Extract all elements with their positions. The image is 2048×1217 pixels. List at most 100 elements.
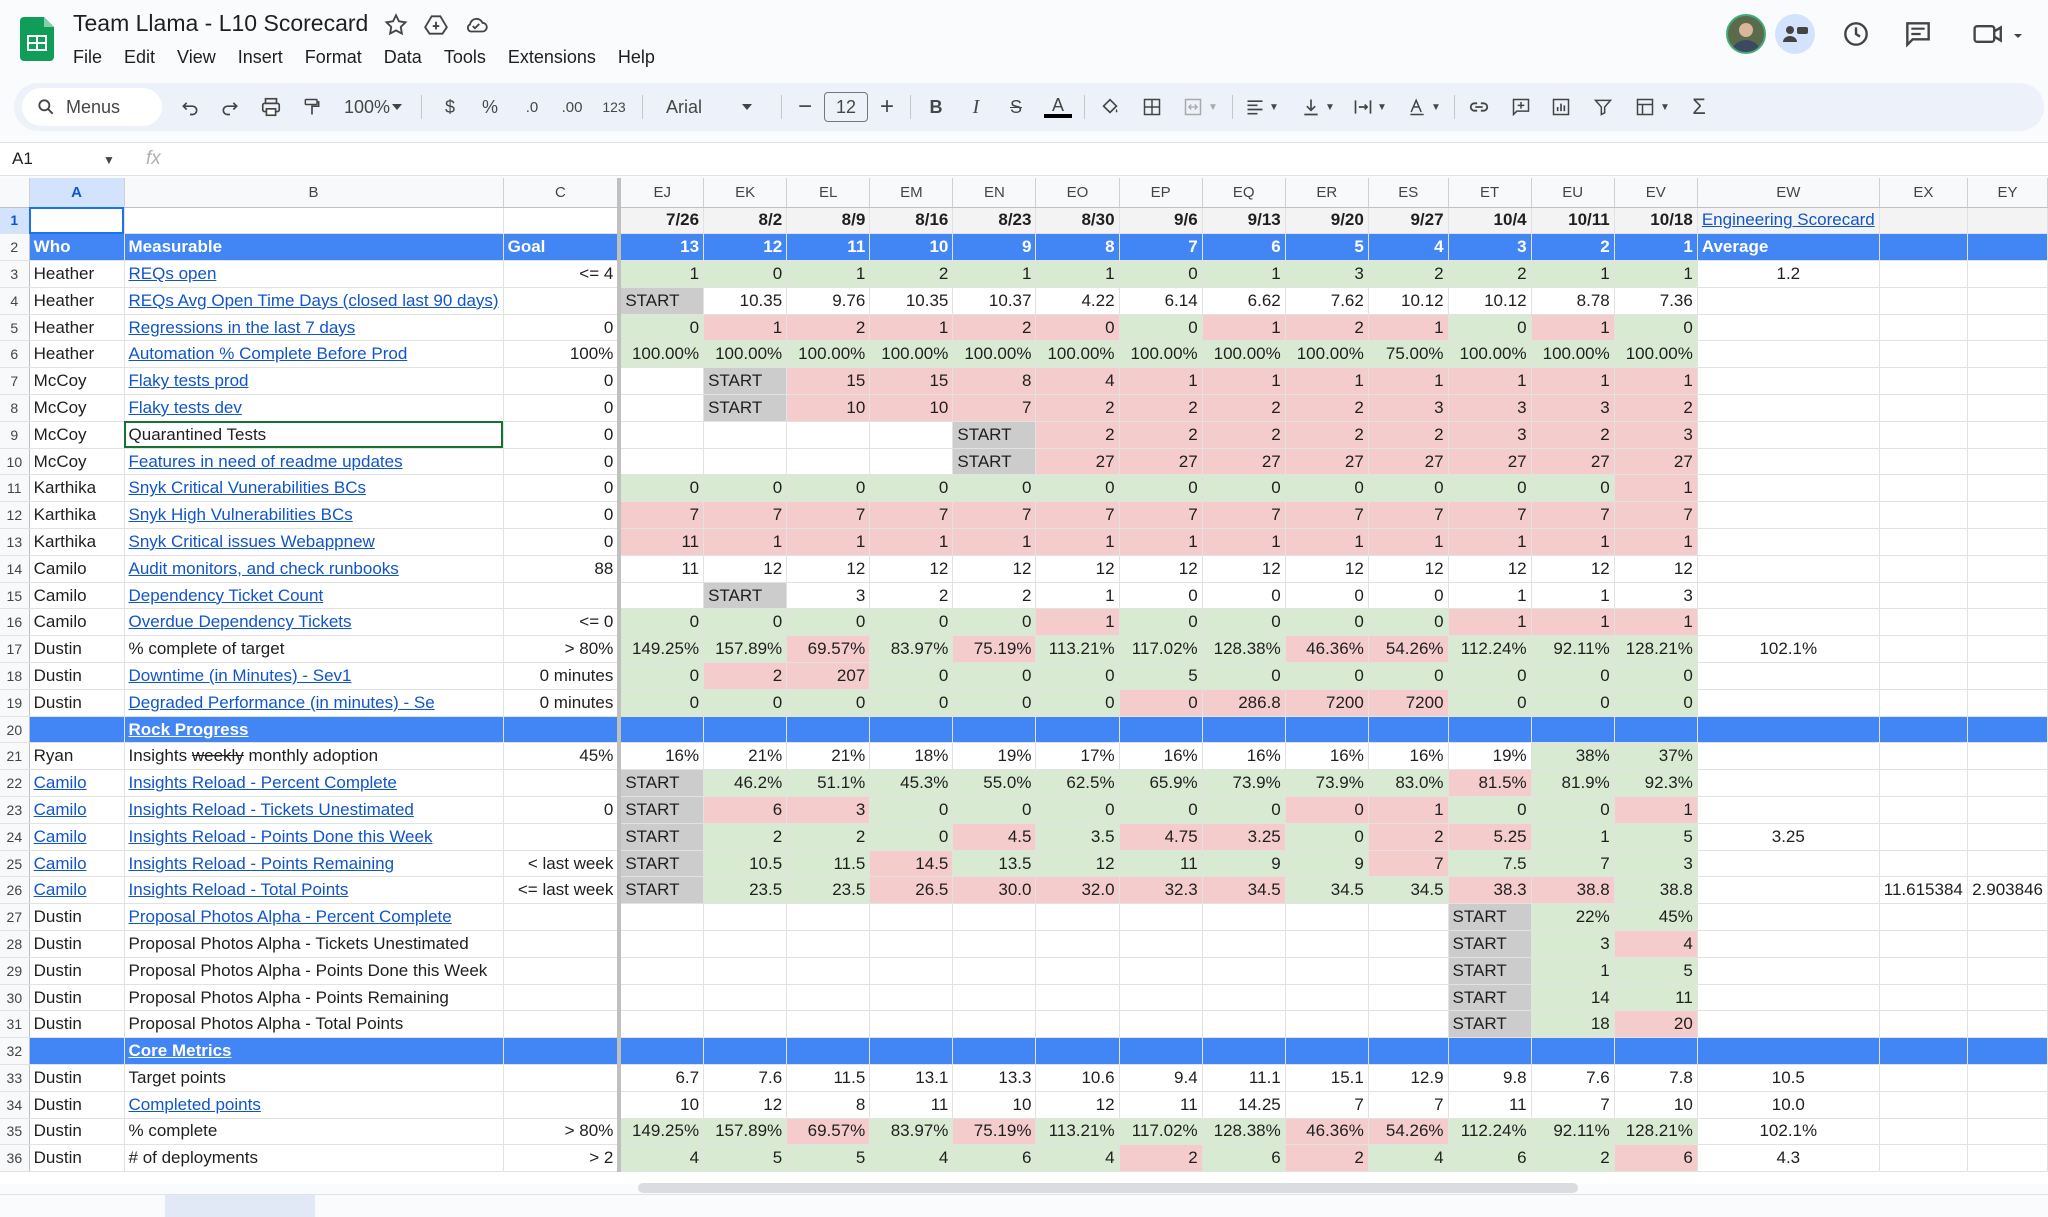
cell-value[interactable]: [619, 582, 705, 610]
cell-value[interactable]: 14.25: [1202, 1091, 1286, 1119]
cell-ew[interactable]: [1697, 421, 1880, 449]
horizontal-align-button[interactable]: ▼: [1236, 83, 1288, 131]
row-header[interactable]: 17: [0, 635, 30, 664]
column-header-a[interactable]: A: [29, 178, 125, 208]
cell-value[interactable]: 4: [619, 1144, 705, 1173]
cell-value[interactable]: 1: [786, 260, 871, 288]
row-header[interactable]: 15: [0, 582, 30, 610]
cell-ey[interactable]: [1967, 957, 2048, 985]
cell-value[interactable]: 9/20: [1285, 207, 1369, 235]
cell-value[interactable]: 19%: [952, 742, 1037, 771]
cell-goal[interactable]: [503, 957, 622, 985]
cell-value[interactable]: [869, 1010, 954, 1039]
cell-value[interactable]: 0: [1119, 582, 1203, 610]
name-box-chevron-icon[interactable]: ▼: [103, 153, 115, 167]
cell-goal[interactable]: [503, 207, 622, 235]
cell-who[interactable]: Camilo: [29, 769, 125, 798]
cell-measurable[interactable]: Features in need of readme updates: [124, 448, 504, 476]
cell-value[interactable]: [1202, 1010, 1286, 1039]
cell-value[interactable]: 113.21%: [1035, 1118, 1120, 1146]
cell-value[interactable]: [1531, 1037, 1615, 1065]
cell-ey[interactable]: [1967, 582, 2048, 610]
cell-value[interactable]: [1035, 930, 1120, 958]
cell-value[interactable]: 128.38%: [1202, 635, 1286, 664]
cell-value[interactable]: [703, 984, 788, 1012]
cell-value[interactable]: 1: [1614, 796, 1698, 824]
cell-measurable[interactable]: % complete: [124, 1118, 504, 1146]
cell-value[interactable]: 75.19%: [952, 635, 1037, 664]
cell-value[interactable]: 4: [1035, 367, 1120, 396]
cell-value[interactable]: 7.62: [1285, 287, 1369, 315]
cell-value[interactable]: 4: [869, 1144, 954, 1173]
cell-ex[interactable]: [1879, 662, 1968, 690]
row-header[interactable]: 26: [0, 876, 30, 905]
cell-value[interactable]: START: [619, 850, 705, 878]
cell-measurable[interactable]: Overdue Dependency Tickets: [124, 608, 504, 637]
cell-ew[interactable]: [1697, 742, 1880, 771]
row-header[interactable]: 9: [0, 421, 30, 449]
cell-value[interactable]: [1119, 930, 1203, 958]
cell-value[interactable]: 149.25%: [619, 635, 705, 664]
cell-value[interactable]: 0: [1285, 608, 1369, 637]
cell-value[interactable]: [952, 930, 1037, 958]
cell-value[interactable]: [619, 421, 705, 449]
cell-value[interactable]: 38.3: [1448, 876, 1532, 905]
cell-value[interactable]: START: [619, 796, 705, 824]
cell-ew[interactable]: Engineering Scorecard: [1697, 207, 1880, 235]
cell-ex[interactable]: [1879, 1064, 1968, 1092]
cell-goal[interactable]: [503, 1037, 622, 1065]
cell-value[interactable]: START: [1448, 984, 1532, 1012]
menu-insert[interactable]: Insert: [237, 47, 283, 67]
cell-value[interactable]: 0: [1202, 796, 1286, 824]
row-header[interactable]: 31: [0, 1010, 30, 1039]
cell-goal[interactable]: <= 4: [503, 260, 622, 288]
cell-value[interactable]: 10.35: [703, 287, 788, 315]
cell-value[interactable]: 2: [703, 662, 788, 690]
cell-who[interactable]: McCoy: [29, 367, 125, 396]
cell-ex[interactable]: [1879, 287, 1968, 315]
cell-measurable[interactable]: # of deployments: [124, 1144, 504, 1173]
cell-value[interactable]: 2: [786, 314, 871, 342]
cell-ey[interactable]: [1967, 984, 2048, 1012]
menu-tools[interactable]: Tools: [443, 47, 486, 67]
cell-value[interactable]: 73.9%: [1285, 769, 1369, 798]
cell-value[interactable]: 0: [1448, 662, 1532, 690]
cell-ew[interactable]: [1697, 608, 1880, 637]
row-header[interactable]: 36: [0, 1144, 30, 1173]
font-chevron-icon[interactable]: [742, 103, 752, 111]
cell-measurable[interactable]: Insights Reload - Percent Complete: [124, 769, 504, 798]
cell-value[interactable]: 23.5: [786, 876, 871, 905]
cell-value[interactable]: 54.26%: [1368, 635, 1449, 664]
zoom-chevron-icon[interactable]: [392, 103, 402, 111]
row-header[interactable]: 33: [0, 1064, 30, 1092]
cell-value[interactable]: 9: [1202, 850, 1286, 878]
cell-value[interactable]: 9/27: [1368, 207, 1449, 235]
cell-value[interactable]: 13.1: [869, 1064, 954, 1092]
cell-value[interactable]: 2: [1531, 421, 1615, 449]
cell-value[interactable]: 0: [1448, 689, 1532, 717]
cell-value[interactable]: 11.5: [786, 850, 871, 878]
cell-ey[interactable]: [1967, 635, 2048, 664]
cell-value[interactable]: [952, 903, 1037, 932]
cell-value[interactable]: 7.5: [1448, 850, 1532, 878]
percent-format-button[interactable]: %: [481, 96, 498, 117]
cell-value[interactable]: 4.75: [1119, 823, 1203, 851]
cell-value[interactable]: 12: [1202, 555, 1286, 583]
cell-ex[interactable]: [1879, 930, 1968, 958]
menu-format[interactable]: Format: [304, 47, 362, 67]
cell-value[interactable]: 9/6: [1119, 207, 1203, 235]
cell-value[interactable]: 0: [1614, 662, 1698, 690]
cell-goal[interactable]: 0: [503, 528, 622, 556]
cell-measurable[interactable]: REQs open: [124, 260, 504, 288]
cell-value[interactable]: [703, 716, 788, 744]
cell-value[interactable]: 18%: [869, 742, 954, 771]
cell-value[interactable]: 3: [786, 796, 871, 824]
row-header[interactable]: 13: [0, 528, 30, 556]
cell-value[interactable]: [869, 421, 954, 449]
cell-value[interactable]: 12.9: [1368, 1064, 1449, 1092]
cell-value[interactable]: 1: [1531, 608, 1615, 637]
cell-who[interactable]: Karthika: [29, 501, 125, 530]
cell-value[interactable]: 0: [952, 474, 1037, 503]
cell-value[interactable]: [1035, 984, 1120, 1012]
cell-value[interactable]: [619, 448, 705, 476]
